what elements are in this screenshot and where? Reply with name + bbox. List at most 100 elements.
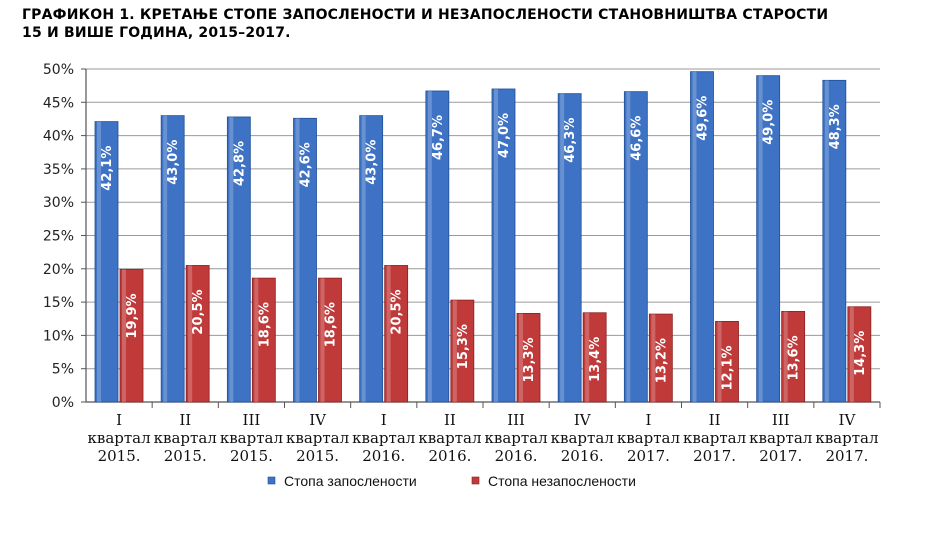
unemployment-bar — [318, 277, 342, 403]
unemployment-data-label: 18,6% — [324, 302, 339, 347]
bar-highlight — [783, 311, 788, 402]
x-category-label: квартал — [352, 429, 415, 447]
unemployment-data-label: 13,2% — [654, 338, 669, 383]
bar-highlight — [519, 313, 523, 402]
y-axis: 0% 5% 10% 15% 20% 25% 30% 35% 40% 45% 50% — [43, 62, 87, 411]
employment-data-label: 42,8% — [232, 141, 247, 186]
unemployment-data-label: 20,5% — [390, 289, 405, 334]
x-axis: Iквартал2015.IIквартал2015.IIIквартал201… — [88, 402, 881, 465]
bar-highlight — [560, 93, 565, 402]
bar-highlight — [494, 88, 498, 402]
employment-data-label: 49,6% — [696, 96, 711, 141]
x-category-label: квартал — [749, 429, 812, 447]
bar-highlight — [361, 115, 366, 403]
employment-bar — [557, 93, 582, 403]
x-category-label: IV — [309, 411, 327, 429]
legend-swatch-employment — [267, 476, 276, 485]
bar-highlight — [452, 300, 457, 402]
bar-highlight — [585, 312, 590, 402]
employment-data-label: 43,0% — [365, 140, 380, 185]
bar-highlight — [188, 265, 193, 402]
unemployment-bar — [648, 313, 673, 403]
chart-title: ГРАФИКОН 1. КРЕТАЊЕ СТОПЕ ЗАПОСЛЕНОСТИ И… — [22, 6, 918, 42]
x-category-label: 2016. — [428, 447, 471, 465]
unemployment-data-label: 13,3% — [522, 337, 537, 382]
unemployment-data-label: 19,9% — [125, 293, 140, 338]
x-category-label: 2017. — [759, 447, 802, 465]
unemployment-bar — [450, 299, 475, 403]
y-tick-label: 0% — [52, 395, 74, 411]
unemployment-data-label: 13,4% — [588, 337, 603, 382]
bar-highlight — [97, 121, 101, 402]
employment-bar — [822, 79, 847, 403]
x-category-label: III — [772, 411, 790, 429]
x-category-label: квартал — [617, 429, 680, 447]
unemployment-data-label: 12,1% — [721, 345, 736, 390]
unemployment-bar — [516, 313, 541, 403]
unemployment-data-label: 14,3% — [853, 331, 868, 376]
y-tick-label: 30% — [43, 195, 74, 211]
x-category-label: квартал — [815, 429, 878, 447]
unemployment-bar — [384, 265, 409, 403]
bar-highlight — [254, 278, 259, 402]
unemployment-data-label: 18,6% — [257, 302, 272, 347]
employment-bar — [226, 116, 251, 403]
bar-highlight — [163, 115, 168, 403]
bar-highlight — [758, 75, 763, 402]
x-category-label: I — [645, 411, 651, 429]
x-category-label: I — [381, 411, 387, 429]
bar-highlight — [824, 80, 829, 403]
employment-data-label: 42,1% — [100, 146, 115, 191]
employment-bar — [491, 88, 516, 403]
employment-bar — [690, 71, 714, 403]
employment-bar — [293, 117, 317, 403]
bar-highlight — [626, 91, 631, 403]
legend-swatch-unemployment — [471, 476, 480, 485]
x-category-label: II — [709, 411, 721, 429]
y-tick-label: 25% — [43, 229, 74, 245]
chart-title-line-2: 15 И ВИШЕ ГОДИНА, 2015–2017. — [22, 25, 291, 41]
x-category-label: 2015. — [296, 447, 339, 465]
unemployment-data-label: 13,6% — [787, 335, 802, 380]
x-category-label: 2016. — [362, 447, 405, 465]
x-category-label: 2015. — [98, 447, 141, 465]
x-category-label: IV — [839, 411, 857, 429]
y-tick-label: 10% — [43, 328, 74, 344]
bar-highlight — [320, 278, 325, 402]
employment-data-label: 43,0% — [166, 140, 181, 185]
employment-bar — [623, 91, 648, 403]
employment-data-label: 46,6% — [629, 116, 644, 161]
x-category-label: 2017. — [627, 447, 670, 465]
x-category-label: квартал — [418, 429, 481, 447]
bar-highlight — [427, 90, 432, 402]
employment-bar — [94, 121, 119, 403]
employment-data-label: 46,7% — [431, 115, 446, 160]
employment-data-label: 42,6% — [299, 142, 314, 187]
employment-bar — [425, 90, 450, 403]
employment-bar — [756, 75, 781, 403]
x-category-label: III — [507, 411, 525, 429]
x-category-label: квартал — [551, 429, 614, 447]
chart-title-line-1: ГРАФИКОН 1. КРЕТАЊЕ СТОПЕ ЗАПОСЛЕНОСТИ И… — [22, 7, 829, 23]
y-tick-label: 40% — [43, 129, 74, 145]
bar-highlight — [229, 116, 234, 403]
legend: Стопа запослености Стопа незапослености — [267, 473, 636, 489]
employment-data-label: 46,3% — [563, 118, 578, 163]
y-tick-label: 35% — [43, 162, 74, 178]
y-tick-label: 20% — [43, 262, 74, 278]
bar-highlight — [849, 306, 854, 402]
bar-highlight — [386, 265, 391, 402]
y-tick-label: 45% — [43, 95, 74, 111]
bar-highlight — [692, 71, 697, 402]
unemployment-bar — [582, 312, 607, 403]
employment-bar — [160, 115, 185, 403]
legend-label-employment: Стопа запослености — [284, 473, 417, 489]
y-tick-label: 15% — [43, 295, 74, 311]
unemployment-bar — [251, 277, 276, 403]
x-category-label: квартал — [88, 429, 151, 447]
x-category-label: IV — [574, 411, 592, 429]
bar-highlight — [122, 269, 126, 402]
bar-highlight — [651, 314, 656, 402]
x-category-label: 2017. — [825, 447, 868, 465]
